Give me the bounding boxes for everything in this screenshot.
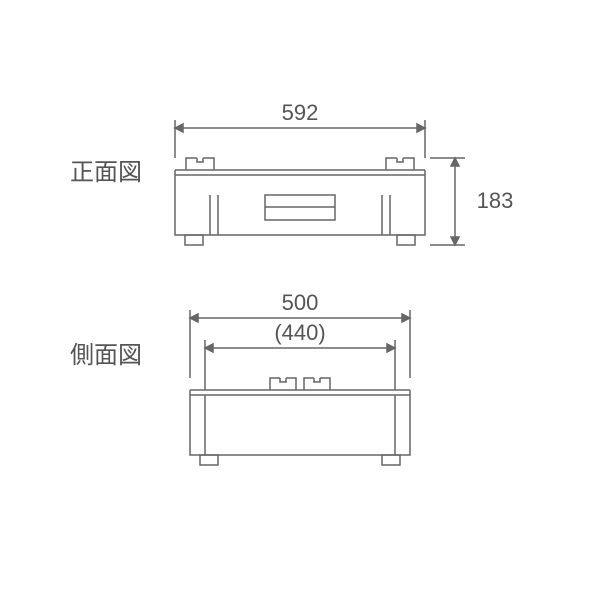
diagram-container: 正面図 側面図 592 183 500 (440): [0, 0, 600, 600]
drawing-svg: [0, 0, 600, 600]
